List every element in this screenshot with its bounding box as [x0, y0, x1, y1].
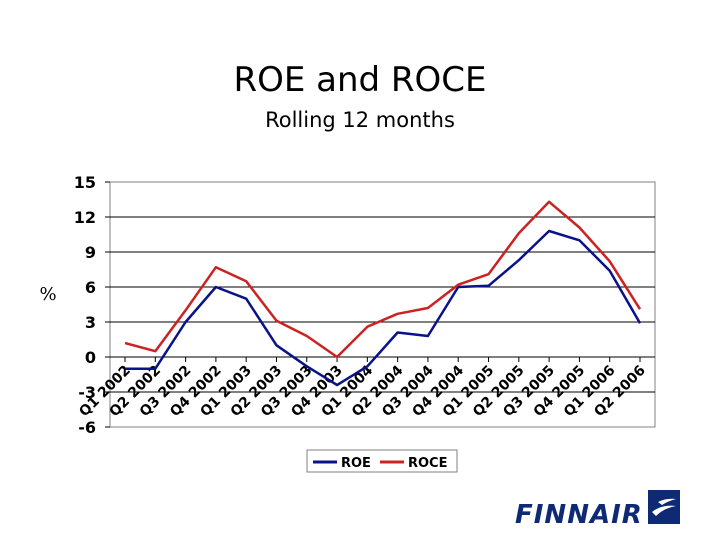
slide-subtitle: Rolling 12 months — [265, 108, 455, 132]
finnair-logo-text: FINNAIR — [515, 500, 643, 530]
y-tick-label: -6 — [78, 418, 96, 437]
series-line-roe — [125, 229, 642, 387]
y-axis-label: % — [39, 284, 56, 305]
y-tick-label: -3 — [78, 383, 96, 402]
slide-title: ROE and ROCE — [233, 60, 487, 100]
legend-label-roce: ROCE — [408, 456, 447, 471]
y-tick-label: 6 — [85, 278, 96, 297]
y-tick-label: 15 — [74, 173, 96, 192]
y-tick-label: 12 — [74, 208, 96, 227]
legend: ROE ROCE — [306, 449, 458, 473]
finnair-logo-icon — [648, 490, 680, 524]
legend-label-roe: ROE — [341, 456, 371, 471]
y-tick-label: 0 — [85, 348, 96, 367]
series-line-roce — [124, 200, 642, 359]
y-tick-label: 3 — [85, 313, 96, 332]
y-tick-label: 9 — [85, 243, 96, 262]
